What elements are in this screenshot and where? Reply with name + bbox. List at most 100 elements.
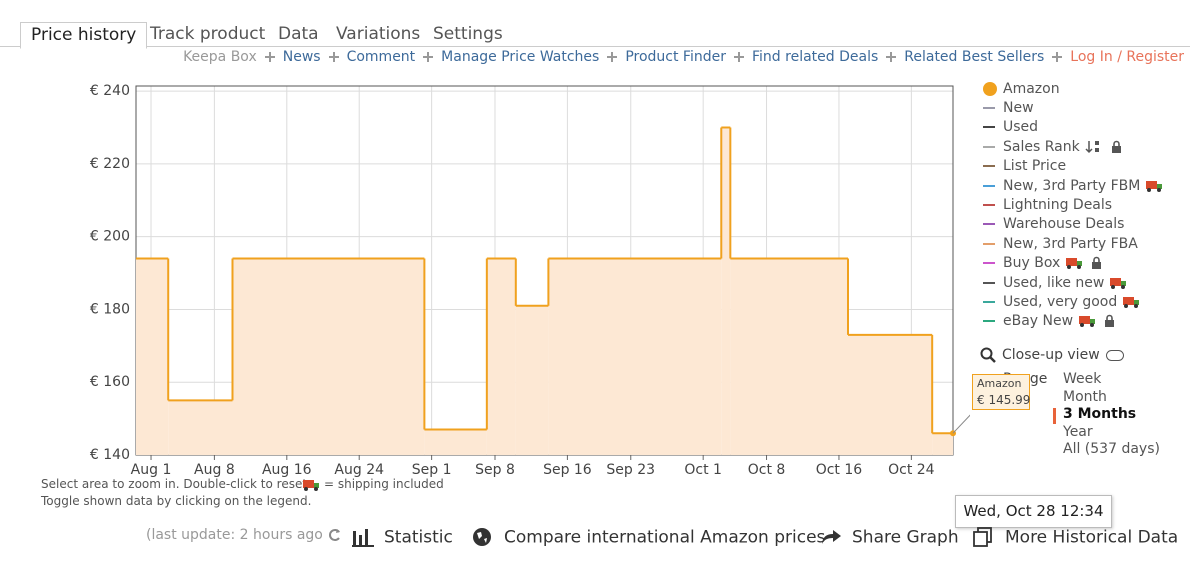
lock-icon xyxy=(1105,315,1115,328)
legend-label: Used xyxy=(1003,119,1039,136)
link[interactable]: Product Finder xyxy=(625,49,726,65)
legend-item[interactable]: Lightning Deals xyxy=(983,196,1112,214)
legend-swatch xyxy=(983,301,995,303)
tab-rule xyxy=(0,46,1190,47)
close-up-toggle[interactable]: Close-up view xyxy=(980,347,1124,363)
tab[interactable]: Track product xyxy=(150,24,266,44)
close-up-label: Close-up view xyxy=(1002,347,1100,363)
sort-icon xyxy=(1085,140,1099,153)
legend-label: Warehouse Deals xyxy=(1003,216,1125,233)
legend-item[interactable]: New, 3rd Party FBM xyxy=(983,177,1163,195)
y-tick-label: € 180 xyxy=(90,301,130,317)
legend-item[interactable]: Used, very good xyxy=(983,293,1140,311)
toolbar-button[interactable]: Share Graph xyxy=(820,527,959,548)
legend-swatch xyxy=(983,82,997,96)
legend-swatch xyxy=(983,223,995,226)
legend-label: New xyxy=(1003,100,1034,116)
tab[interactable]: Data xyxy=(278,24,319,44)
legend-item[interactable]: eBay New xyxy=(983,312,1119,330)
toolbar-icon xyxy=(352,529,374,547)
legend-item[interactable]: Buy Box xyxy=(983,254,1106,272)
plus-icon xyxy=(607,52,618,62)
price-tooltip: Amazon € 145.99 xyxy=(972,374,1030,410)
legend-swatch xyxy=(983,204,995,206)
truck-icon xyxy=(303,479,319,491)
x-tick-label: Oct 24 xyxy=(888,462,935,478)
legend-swatch xyxy=(983,320,995,323)
area-fill xyxy=(168,400,233,455)
tab[interactable]: Variations xyxy=(336,24,421,44)
truck-icon xyxy=(1123,297,1140,308)
link[interactable]: News xyxy=(282,49,321,65)
link[interactable]: Log In / Register xyxy=(1070,49,1184,65)
range-option[interactable]: Week xyxy=(1063,371,1102,387)
x-tick-label: Aug 16 xyxy=(262,462,312,478)
legend-item[interactable]: List Price xyxy=(983,157,1066,175)
tooltip-series: Amazon xyxy=(977,377,1022,390)
legend-item[interactable]: Amazon xyxy=(983,80,1060,98)
area-fill xyxy=(548,258,722,455)
area-fill xyxy=(932,433,953,455)
legend-item[interactable]: Used xyxy=(983,118,1038,136)
x-tick-label: Oct 1 xyxy=(684,462,722,478)
legend-label: Amazon xyxy=(1003,81,1060,97)
toolbar-button[interactable]: Compare international Amazon prices xyxy=(472,527,825,548)
legend-swatch xyxy=(983,281,995,284)
plus-icon xyxy=(264,52,275,62)
area-fill xyxy=(515,305,549,455)
x-tick-label: Sep 8 xyxy=(475,462,515,478)
truck-icon xyxy=(1079,316,1096,328)
refresh-icon[interactable] xyxy=(327,527,343,543)
legend-label: Lightning Deals xyxy=(1003,197,1113,213)
toolbar-icon xyxy=(973,527,992,547)
toolbar-icon xyxy=(473,528,491,546)
legend-item[interactable]: Sales Rank xyxy=(983,138,1126,156)
x-tick-label: Sep 1 xyxy=(412,462,452,478)
range-option[interactable]: All (537 days) xyxy=(1063,441,1160,457)
legend-label: Buy Box xyxy=(1003,255,1061,272)
y-tick-label: € 200 xyxy=(90,229,130,245)
legend-item[interactable]: New xyxy=(983,99,1034,117)
legend-item[interactable]: New, 3rd Party FBA xyxy=(983,235,1138,253)
note: Select area to zoom in. Double-click to … xyxy=(41,477,311,491)
note: Toggle shown data by clicking on the leg… xyxy=(41,494,312,508)
last-update: (last update: 2 hours ago xyxy=(146,527,343,543)
tooltip-pointer xyxy=(952,414,970,434)
tab[interactable]: Price history xyxy=(20,22,148,49)
legend-item[interactable]: Warehouse Deals xyxy=(983,215,1124,233)
toolbar-label: More Historical Data xyxy=(1005,527,1179,548)
area-fill xyxy=(848,334,933,455)
range-option[interactable]: Month xyxy=(1063,388,1107,405)
area-fill xyxy=(232,258,425,455)
plus-icon xyxy=(423,52,434,62)
x-tick-label: Aug 8 xyxy=(194,462,235,478)
lock-icon xyxy=(1092,256,1102,270)
range-marker xyxy=(1053,408,1056,424)
legend-swatch xyxy=(983,262,995,265)
legend-item[interactable]: Used, like new xyxy=(983,274,1127,292)
range-option[interactable]: Year xyxy=(1063,423,1093,440)
legend-swatch xyxy=(983,145,995,148)
lock-icon xyxy=(1111,140,1121,153)
legend-label: New, 3rd Party FBA xyxy=(1003,235,1138,252)
link[interactable]: Find related Deals xyxy=(752,49,879,65)
link[interactable]: Manage Price Watches xyxy=(441,49,600,65)
toolbar-icon xyxy=(822,530,841,544)
plus-icon xyxy=(328,52,339,62)
link[interactable]: Related Best Sellers xyxy=(904,49,1045,65)
tab[interactable]: Settings xyxy=(433,24,503,44)
x-tick-label: Sep 16 xyxy=(543,462,592,478)
range-option[interactable]: 3 Months xyxy=(1063,406,1137,422)
legend-swatch xyxy=(983,165,995,168)
toolbar-button[interactable]: More Historical Data xyxy=(973,527,1178,548)
legend-swatch xyxy=(983,184,995,187)
y-tick-label: € 160 xyxy=(90,374,130,390)
y-tick-label: € 220 xyxy=(90,156,130,172)
toolbar-button[interactable]: Statistic xyxy=(352,527,453,548)
plus-icon xyxy=(886,52,897,62)
link[interactable]: Comment xyxy=(346,49,416,65)
plus-icon xyxy=(1052,52,1063,62)
link[interactable]: Keepa Box xyxy=(183,49,257,65)
x-tick-label: Aug 24 xyxy=(334,462,384,478)
